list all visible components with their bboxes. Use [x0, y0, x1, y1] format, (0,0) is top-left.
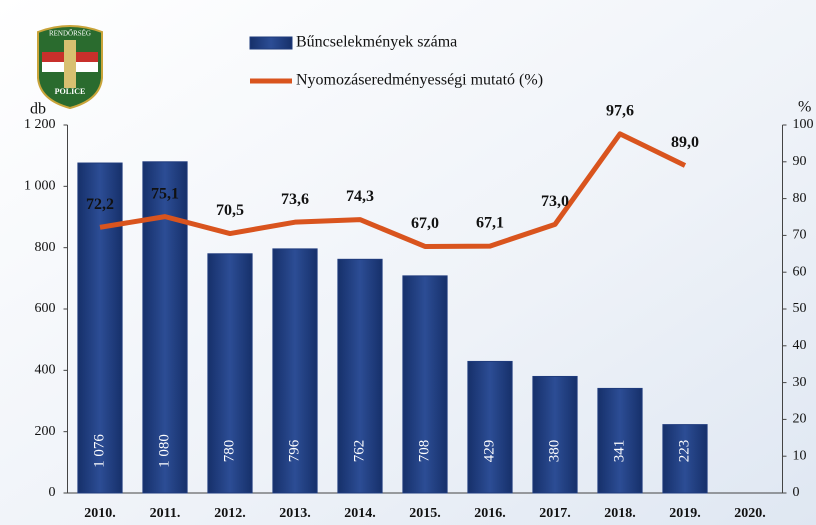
y2-tick-label: 50 [793, 301, 807, 316]
line-value-label: 73,0 [541, 193, 569, 210]
line-value-label: 72,2 [86, 196, 114, 213]
y-tick-label: 0 [49, 485, 56, 500]
line-value-label: 89,0 [671, 134, 699, 151]
y-tick-label: 1 200 [24, 117, 56, 132]
x-tick-label: 2014. [344, 506, 376, 521]
y2-tick-label: 70 [793, 228, 807, 243]
bar [337, 258, 383, 494]
line-value-label: 67,1 [476, 215, 504, 232]
y2-tick-label: 60 [793, 264, 807, 279]
bar-value-label: 780 [221, 440, 237, 463]
line-value-label: 97,6 [606, 103, 634, 120]
legend-label: Bűncselekmények száma [296, 34, 457, 51]
x-tick-label: 2017. [539, 506, 571, 521]
bar-value-label: 1 076 [91, 434, 107, 468]
y-tick-label: 200 [35, 424, 56, 439]
bar-value-label: 1 080 [156, 434, 172, 468]
y2-axis-title: % [798, 99, 811, 116]
bar [467, 360, 513, 494]
bar-value-label: 380 [546, 440, 562, 463]
y-axis-title: db [30, 101, 46, 118]
bar [662, 424, 708, 494]
y2-tick-label: 90 [793, 154, 807, 169]
x-tick-label: 2011. [150, 506, 181, 521]
x-tick-label: 2018. [604, 506, 636, 521]
line-value-label: 67,0 [411, 215, 439, 232]
y2-tick-label: 100 [793, 117, 814, 132]
x-tick-label: 2019. [669, 506, 701, 521]
bar [402, 275, 448, 494]
bar-value-label: 341 [611, 440, 627, 463]
logo-text: POLICE [55, 87, 86, 96]
legend-swatch [249, 36, 293, 50]
bar [597, 387, 643, 494]
y-tick-label: 1 000 [24, 179, 56, 194]
y-tick-label: 400 [35, 363, 56, 378]
line [99, 131, 687, 249]
bar-value-label: 762 [351, 440, 367, 463]
bar-value-label: 429 [481, 440, 497, 463]
bar-value-label: 796 [286, 439, 302, 462]
x-tick-label: 2020. [734, 506, 766, 521]
x-tick-label: 2012. [214, 506, 246, 521]
y2-tick-label: 30 [793, 375, 807, 390]
y-tick-label: 600 [35, 301, 56, 316]
x-tick-label: 2010. [84, 506, 116, 521]
logo: RENDŐRSÉG POLICE [37, 25, 103, 110]
bar [532, 375, 578, 494]
line-value-label: 75,1 [151, 185, 179, 202]
bar-value-label: 708 [416, 440, 432, 463]
y2-tick-label: 40 [793, 338, 807, 353]
bar [207, 253, 253, 494]
x-tick-label: 2013. [279, 506, 311, 521]
x-tick-label: 2016. [474, 506, 506, 521]
y2-tick-label: 80 [793, 191, 807, 206]
bar [272, 248, 318, 494]
line-value-label: 70,5 [216, 202, 244, 219]
y2-tick-label: 20 [793, 412, 807, 427]
y2-tick-label: 0 [793, 485, 800, 500]
x-tick-label: 2015. [409, 506, 441, 521]
legend-label: Nyomozáseredményességi mutató (%) [296, 72, 543, 89]
bar [77, 162, 123, 494]
line-value-label: 73,6 [281, 191, 309, 208]
y2-tick-label: 10 [793, 448, 807, 463]
line-value-label: 74,3 [346, 188, 374, 205]
logo-text: RENDŐRSÉG [49, 30, 91, 38]
y-tick-label: 800 [35, 240, 56, 255]
bar-value-label: 223 [676, 440, 692, 463]
